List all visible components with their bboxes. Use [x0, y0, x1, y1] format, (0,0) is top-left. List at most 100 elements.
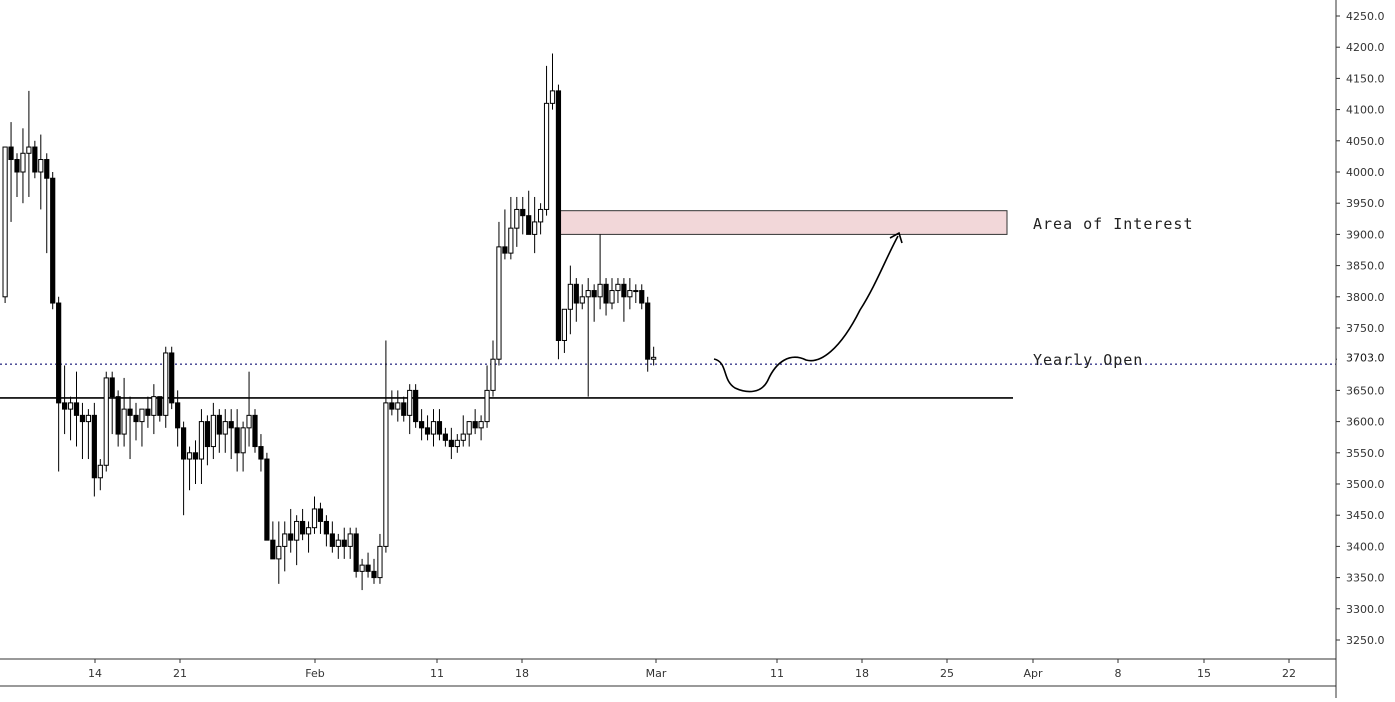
candle-body-up [38, 159, 44, 173]
current-price-box [1337, 349, 1393, 366]
candle-body-up [430, 421, 437, 435]
candle-body-down [234, 427, 240, 454]
candle-body-down [192, 452, 199, 460]
candle-body-down [300, 520, 306, 535]
candle-body-up [210, 414, 216, 448]
candle [401, 396, 407, 422]
candle [79, 402, 86, 460]
candle-body-up [514, 208, 520, 229]
candle [603, 278, 609, 316]
candle-body-down [371, 570, 377, 579]
candle [407, 384, 413, 435]
candle [85, 409, 92, 460]
candle-body-down [133, 414, 139, 423]
x-tick-label: 14 [88, 667, 102, 680]
candle-body-down [264, 458, 270, 541]
y-tick-label: 3450.0 [1346, 509, 1385, 522]
y-tick-label: 4150.0 [1346, 72, 1385, 85]
candle-body-down [252, 414, 258, 448]
y-tick-label: 3900.0 [1346, 228, 1385, 241]
candle [305, 521, 312, 553]
candle [419, 409, 425, 441]
candle-body-up [347, 533, 353, 547]
candle-body-up [85, 414, 92, 423]
candle-body-up [163, 352, 169, 416]
candle-body-down [526, 215, 532, 235]
candle-body-down [442, 433, 448, 441]
candle-body-up [222, 421, 228, 435]
candle-body-down [603, 283, 609, 304]
candle-body-up [585, 290, 591, 298]
candle [478, 415, 484, 441]
candle [496, 221, 502, 366]
candle [246, 371, 252, 447]
candle [67, 396, 74, 441]
candle [514, 196, 520, 247]
candle-body-down [419, 421, 425, 429]
candle [276, 521, 282, 584]
candle [169, 346, 175, 410]
candle [573, 278, 579, 322]
candle [151, 384, 157, 435]
candle [192, 440, 199, 484]
candle-body-down [555, 90, 562, 341]
candle-body-up [359, 564, 365, 572]
y-tick-label: 4250.0 [1346, 10, 1385, 23]
candle-body-up [567, 283, 573, 310]
candle-body-down [270, 539, 276, 560]
candle-body-up [311, 508, 318, 529]
candle-body-down [44, 159, 50, 179]
candle [538, 203, 544, 235]
area-of-interest-zone [556, 210, 1008, 235]
candle [454, 434, 460, 453]
candle-body-down [14, 159, 20, 173]
candle-body-up [454, 439, 460, 448]
candle-body-down [413, 389, 419, 423]
candle [543, 65, 550, 216]
candle [365, 552, 371, 578]
candle-body-down [204, 421, 211, 448]
candle [645, 296, 651, 372]
candle-body-up [609, 290, 615, 304]
candle [8, 122, 14, 222]
x-tick-label: 15 [1197, 667, 1211, 680]
candle [198, 409, 205, 484]
candle-body-up [496, 246, 502, 360]
candle-body-up [579, 296, 585, 304]
candle [585, 278, 591, 397]
candle-body-down [502, 246, 508, 254]
candle-body-down [317, 508, 324, 522]
candle-body-up [2, 146, 8, 298]
candle [526, 190, 532, 235]
candle [549, 53, 556, 110]
candle-body-down [365, 564, 371, 572]
candle-body-up [335, 539, 341, 547]
candle-body-down [288, 533, 294, 541]
candle [234, 409, 240, 472]
y-tick-label: 3550.0 [1346, 447, 1385, 460]
candle-body-down [8, 146, 14, 161]
x-tick-label: 21 [173, 667, 187, 680]
candle [395, 390, 401, 422]
candle-body-down [145, 408, 151, 416]
candle [448, 427, 454, 460]
candle-body-down [115, 396, 121, 435]
candle-body-up [103, 377, 109, 466]
candle [615, 278, 621, 304]
candle [508, 196, 514, 260]
y-tick-label: 4000.0 [1346, 166, 1385, 179]
candle [389, 390, 395, 416]
candle-body-up [651, 356, 657, 360]
x-tick-label: Mar [646, 667, 667, 680]
candle [460, 415, 466, 447]
candle [228, 409, 234, 460]
candle-body-up [186, 452, 193, 460]
candle [62, 365, 68, 435]
candle-body-up [460, 433, 466, 441]
candle-body-up [561, 308, 567, 341]
candle [282, 521, 288, 572]
candle [14, 153, 20, 197]
candle [532, 196, 538, 254]
candle-body-up [549, 90, 556, 104]
